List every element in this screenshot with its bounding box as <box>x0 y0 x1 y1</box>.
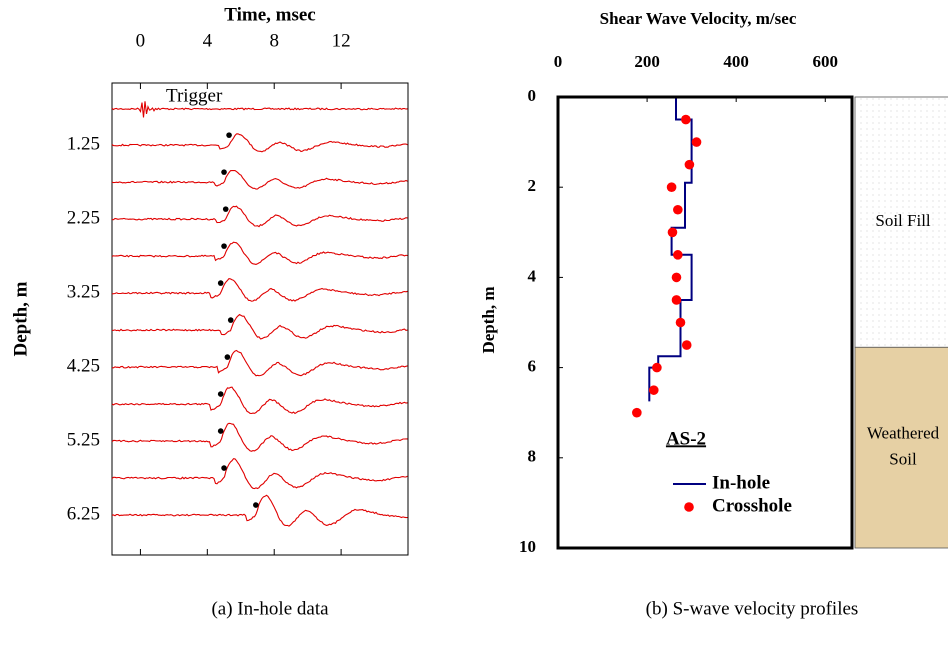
arrival-pick <box>226 132 232 138</box>
y-tick-label: 4 <box>528 266 537 285</box>
y-tick-label: 8 <box>528 447 537 466</box>
x-tick-label: 12 <box>332 30 351 51</box>
crosshole-point <box>648 385 659 395</box>
crosshole-point <box>691 137 702 147</box>
trace <box>111 277 408 302</box>
y-tick-label: 10 <box>519 537 536 556</box>
layer-label: Soil Fill <box>875 211 931 230</box>
crosshole-point <box>632 407 642 418</box>
x-tick-label: 400 <box>723 52 749 71</box>
x-tick-label: 200 <box>634 52 660 71</box>
crosshole-point <box>667 227 678 238</box>
y-tick-label: 5.25 <box>67 429 100 450</box>
y-tick-label: 3.25 <box>67 281 100 302</box>
y-axis-label: Depth, m <box>479 286 498 353</box>
trace <box>111 205 408 228</box>
arrival-pick <box>217 391 224 397</box>
arrival-pick <box>227 317 234 323</box>
y-tick-label: 2.25 <box>67 207 100 228</box>
layer-label: Weathered <box>867 424 940 443</box>
texture <box>856 98 948 347</box>
x-tick-label: 0 <box>554 52 563 71</box>
x-tick-label: 4 <box>203 30 213 51</box>
trace <box>111 349 408 377</box>
y-tick-label: 2 <box>528 176 537 195</box>
crosshole-point <box>671 272 682 283</box>
arrival-pick <box>253 502 259 508</box>
soil-layer <box>854 346 948 549</box>
crosshole-point <box>666 182 677 192</box>
trace <box>111 101 408 118</box>
arrival-pick <box>221 465 227 471</box>
y-tick-label: 6 <box>528 357 537 376</box>
x-tick-label: 0 <box>136 30 146 51</box>
y-axis-label: Depth, m <box>10 281 31 356</box>
chart-title: Time, msec <box>224 4 315 25</box>
plot-frame <box>111 82 409 556</box>
crosshole-point <box>675 317 686 328</box>
legend-label: In-hole <box>712 472 770 493</box>
crosshole-point <box>673 204 683 215</box>
crosshole-point <box>681 114 691 125</box>
crosshole-point <box>673 250 683 260</box>
layer-label: Soil <box>889 450 917 469</box>
legend-title: AS-2 <box>666 428 706 449</box>
trace <box>111 169 408 190</box>
crosshole-point <box>681 340 692 350</box>
crosshole-point <box>684 159 695 170</box>
y-tick-label: 0 <box>528 86 537 105</box>
legend-label: Crosshole <box>712 495 792 516</box>
arrival-pick <box>217 428 224 434</box>
caption: (a) In-hole data <box>211 598 329 619</box>
plot-frame <box>556 95 854 550</box>
trace <box>111 241 408 265</box>
x-tick-label: 8 <box>269 30 279 51</box>
arrival-pick <box>221 243 227 249</box>
trace <box>111 386 408 415</box>
arrival-pick <box>221 169 227 175</box>
profile-line <box>648 97 693 402</box>
trace <box>111 422 408 452</box>
arrival-pick <box>217 280 224 286</box>
chart-title: Shear Wave Velocity, m/sec <box>600 9 797 28</box>
x-tick-label: 600 <box>813 52 839 71</box>
annotation: Trigger <box>166 85 223 106</box>
y-tick-label: 4.25 <box>67 355 100 376</box>
trace <box>111 494 408 527</box>
trace <box>111 313 408 340</box>
crosshole-point <box>652 362 662 373</box>
y-tick-label: 1.25 <box>67 134 100 155</box>
arrival-pick <box>222 206 229 212</box>
y-tick-label: 6.25 <box>67 503 100 524</box>
legend-swatch <box>684 502 694 512</box>
crosshole-point <box>671 295 682 305</box>
trace <box>111 458 408 490</box>
trace <box>111 133 408 153</box>
arrival-pick <box>224 354 231 360</box>
caption: (b) S-wave velocity profiles <box>646 598 859 619</box>
